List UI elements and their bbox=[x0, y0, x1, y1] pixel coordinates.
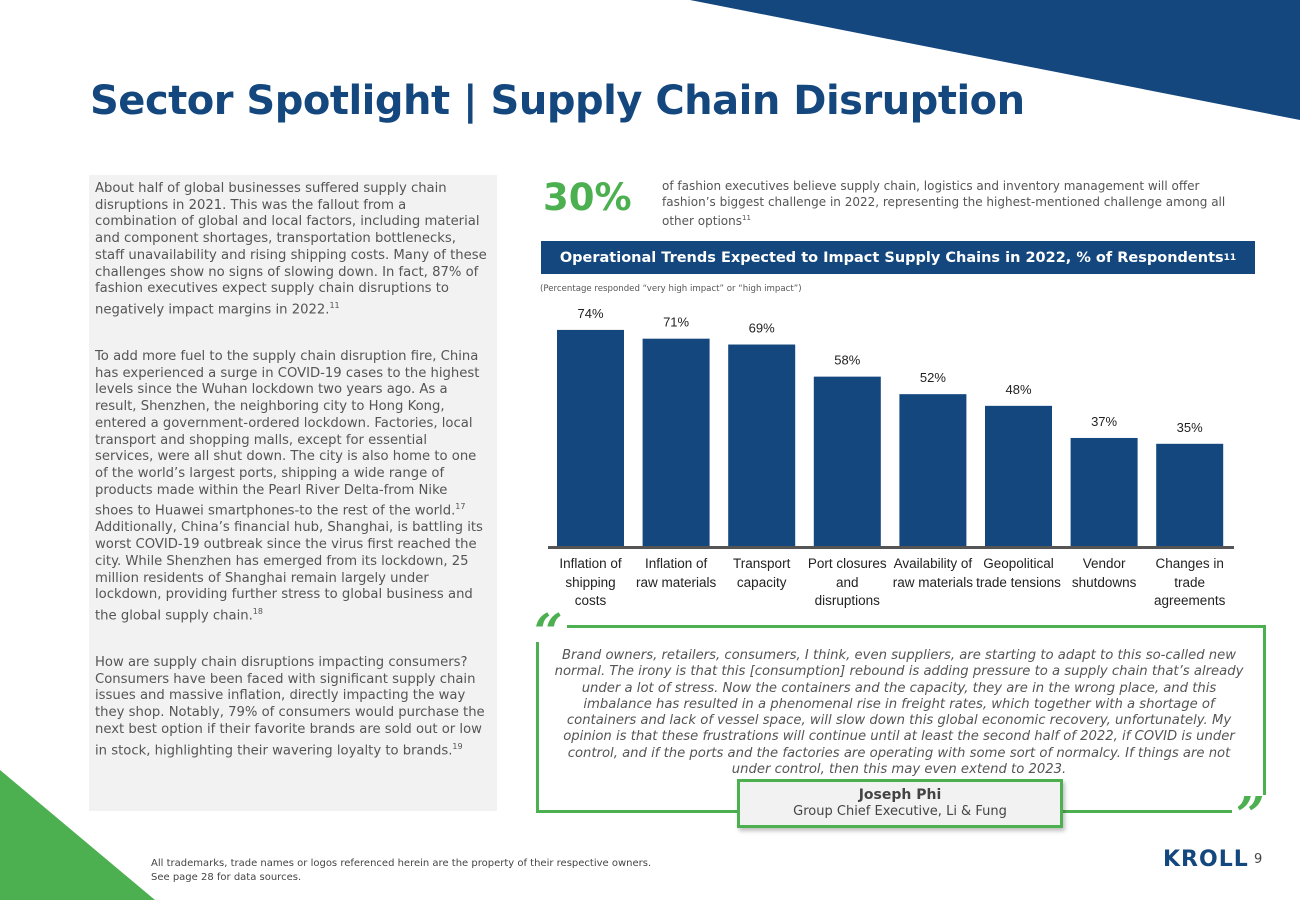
x-tick-label-2: Inflation of raw materials bbox=[635, 556, 717, 590]
quote-text: Brand owners, retailers, consumers, I th… bbox=[554, 648, 1244, 778]
quote-author-card: Joseph Phi Group Chief Executive, Li & F… bbox=[737, 779, 1063, 828]
top-corner-decoration bbox=[690, 0, 1300, 120]
paragraph-1: About half of global businesses suffered… bbox=[95, 181, 487, 318]
open-quote-icon: “ bbox=[530, 607, 567, 657]
page-number: 9 bbox=[1254, 852, 1263, 867]
quote-border bbox=[536, 810, 740, 813]
footer-note: All trademarks, trade names or logos ref… bbox=[151, 857, 651, 885]
footer-trademark-note: All trademarks, trade names or logos ref… bbox=[151, 858, 652, 869]
bottom-corner-decoration bbox=[0, 770, 155, 900]
data-label-1: 74% bbox=[577, 306, 603, 321]
kroll-logo: KROLL bbox=[1163, 847, 1249, 872]
author-role: Group Chief Executive, Li & Fung bbox=[793, 804, 1007, 819]
x-axis-labels: Inflation of shipping costs Inflation of raw… bbox=[548, 555, 1238, 611]
chart-title: Operational Trends Expected to Impact Su… bbox=[541, 241, 1255, 274]
x-tick-label-6: Geopolitical trade tensions bbox=[976, 556, 1061, 590]
data-label-3: 69% bbox=[749, 321, 775, 336]
stat-text: of fashion executives believe supply cha… bbox=[662, 179, 1226, 228]
x-tick-label-1: Inflation of shipping costs bbox=[559, 556, 622, 608]
footnote-ref: 18 bbox=[252, 606, 263, 616]
close-quote-icon: ” bbox=[1232, 790, 1269, 840]
chart-subtitle: (Percentage responded “very high impact”… bbox=[540, 284, 802, 294]
author-name: Joseph Phi bbox=[858, 787, 942, 803]
data-label-8: 35% bbox=[1177, 420, 1203, 435]
bar-7 bbox=[1070, 437, 1138, 546]
paragraph-3: How are supply chain disruptions impacti… bbox=[95, 655, 485, 758]
bar-8 bbox=[1156, 443, 1224, 546]
bar-chart: 74% 71% 69% 58% 52% 48% 37% 35% bbox=[548, 306, 1234, 549]
page-title: Sector Spotlight | Supply Chain Disrupti… bbox=[90, 78, 1025, 124]
stat-number: 30% bbox=[543, 176, 632, 219]
left-text-panel: About half of global businesses suffered… bbox=[89, 175, 497, 811]
paragraph-2: To add more fuel to the supply chain dis… bbox=[95, 349, 483, 624]
x-tick-label-4: Port closures and disruptions bbox=[807, 556, 887, 608]
x-tick-label-5: Availability of raw materials bbox=[892, 556, 974, 590]
data-label-6: 48% bbox=[1005, 382, 1031, 397]
bar-4 bbox=[813, 376, 881, 546]
footnote-ref: 11 bbox=[329, 300, 340, 310]
footnote-ref: 11 bbox=[1223, 252, 1237, 263]
bar-5 bbox=[899, 394, 967, 546]
footer-sources-note: See page 28 for data sources. bbox=[151, 872, 302, 883]
data-label-5: 52% bbox=[920, 370, 946, 385]
footnote-ref: 17 bbox=[455, 502, 466, 512]
x-tick-label-8: Changes in trade agreements bbox=[1154, 556, 1226, 608]
bar-2 bbox=[642, 338, 710, 546]
bar-3 bbox=[728, 344, 796, 546]
bar-1 bbox=[557, 329, 624, 546]
data-label-7: 37% bbox=[1091, 414, 1117, 429]
data-label-2: 71% bbox=[663, 315, 689, 330]
x-tick-label-3: Transport capacity bbox=[733, 556, 791, 590]
quote-box bbox=[536, 625, 1266, 813]
data-label-4: 58% bbox=[834, 353, 860, 368]
footnote-ref: 19 bbox=[452, 741, 463, 751]
bar-6 bbox=[985, 405, 1052, 546]
x-tick-label-7: Vendor shutdowns bbox=[1071, 556, 1137, 590]
footnote-ref: 11 bbox=[741, 214, 751, 222]
quote-border bbox=[1062, 810, 1232, 813]
